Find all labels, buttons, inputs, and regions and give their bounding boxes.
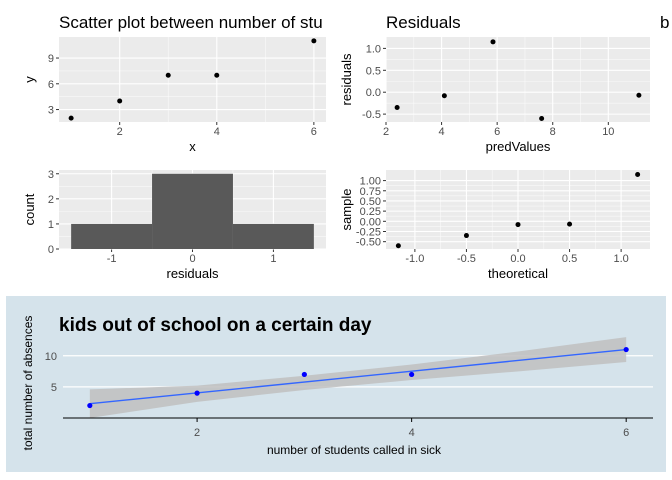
x-tick-label: 4 [409, 427, 415, 439]
y-axis-label: residuals [339, 53, 354, 106]
x-tick-label: 0.0 [510, 253, 525, 265]
data-point [395, 243, 401, 249]
histogram-bar [71, 223, 153, 249]
y-tick-label: -0.5 [362, 109, 381, 121]
y-tick-label: 1.00 [360, 176, 381, 188]
x-tick-label: 0 [189, 253, 195, 265]
y-tick-label: 0 [48, 244, 54, 256]
data-point [635, 171, 641, 177]
y-tick-label: -0.25 [356, 226, 381, 238]
trend-line [89, 348, 627, 405]
y-tick-label: 0.75 [360, 186, 381, 198]
regression-chart: 5 10 2 4 6 kids out of school on a certain da… [6, 296, 666, 472]
truncated-title-fragment: b [660, 13, 669, 32]
x-tick-label: -0.5 [457, 253, 476, 265]
panel-3: -1 0 1 0 1 2 3 residuals count [22, 169, 326, 281]
data-point [165, 72, 171, 78]
y-axis-label: y [22, 76, 37, 83]
x-tick-label: 1 [270, 253, 276, 265]
data-point [311, 38, 317, 44]
y-axis-label: total number of absences [21, 316, 35, 451]
data-point [117, 98, 123, 104]
x-tick-label: 2 [117, 126, 123, 138]
plot-panel [386, 37, 650, 122]
data-point [567, 221, 573, 227]
data-point [394, 105, 400, 111]
y-tick-label: 1.0 [366, 43, 381, 55]
y-axis-label: count [22, 193, 37, 225]
data-point [214, 72, 220, 78]
y-tick-label: 10 [45, 351, 57, 363]
histogram-bar [152, 173, 233, 249]
y-tick-label: 0.5 [366, 65, 381, 77]
data-point [409, 371, 415, 378]
y-tick-label: 3 [48, 105, 54, 117]
plot-panel [59, 37, 326, 122]
x-tick-label: 4 [439, 126, 445, 138]
x-tick-label: 4 [214, 126, 220, 138]
x-tick-label: 8 [550, 126, 556, 138]
x-tick-label: 2 [383, 126, 389, 138]
y-tick-label: 0.0 [366, 87, 381, 99]
data-point [463, 233, 469, 239]
x-tick-label: -1.0 [405, 253, 424, 265]
x-tick-label: 10 [602, 126, 614, 138]
x-axis-label: number of students called in sick [267, 443, 442, 457]
x-tick-label: 6 [494, 126, 500, 138]
y-tick-label: 0.25 [360, 206, 381, 218]
y-tick-label: 6 [48, 79, 54, 91]
chart-title: Residuals [386, 13, 461, 32]
chart-title: Scatter plot between number of stu [59, 13, 323, 32]
data-point [87, 402, 93, 409]
data-point [490, 39, 496, 45]
panel-4: -1.0 -0.5 0.0 0.5 1.0 -0.50-0.250.000.250.500… [339, 170, 650, 281]
chart-title: kids out of school on a certain day [59, 315, 372, 336]
y-tick-label: -0.50 [356, 237, 381, 249]
y-tick-label: 0.50 [360, 196, 381, 208]
x-tick-label: 1.0 [613, 253, 628, 265]
data-point [68, 115, 74, 121]
y-tick-label: 5 [51, 382, 57, 394]
data-point [515, 222, 521, 228]
x-tick-label: 6 [311, 126, 317, 138]
data-point [301, 371, 307, 378]
data-point [194, 390, 200, 396]
x-tick-label: 6 [623, 427, 629, 439]
x-axis-label: residuals [166, 266, 219, 281]
panel-2: 2 4 6 8 10 -0.5 0.0 0.5 1.0 Residuals predValues re… [339, 13, 650, 154]
confidence-band [89, 337, 627, 418]
data-point [441, 93, 447, 99]
panel-1: 2 4 6 3 6 9 Scatter plot between number of stu… [22, 13, 326, 154]
data-point [623, 346, 629, 353]
x-tick-label: -1 [107, 253, 117, 265]
data-point [636, 92, 642, 98]
data-point [539, 115, 545, 121]
x-axis-label: theoretical [488, 266, 548, 281]
y-tick-label: 2 [48, 194, 54, 206]
x-axis-label: predValues [486, 139, 551, 154]
y-tick-label: 0.00 [360, 216, 381, 228]
y-tick-label: 1 [48, 219, 54, 231]
y-tick-label: 9 [48, 53, 54, 65]
y-axis-label: sample [339, 189, 354, 231]
y-tick-label: 3 [48, 169, 54, 181]
x-tick-label: 0.5 [562, 253, 577, 265]
x-tick-label: 2 [194, 427, 200, 439]
x-axis-label: x [189, 139, 196, 154]
histogram-bar [232, 223, 314, 249]
